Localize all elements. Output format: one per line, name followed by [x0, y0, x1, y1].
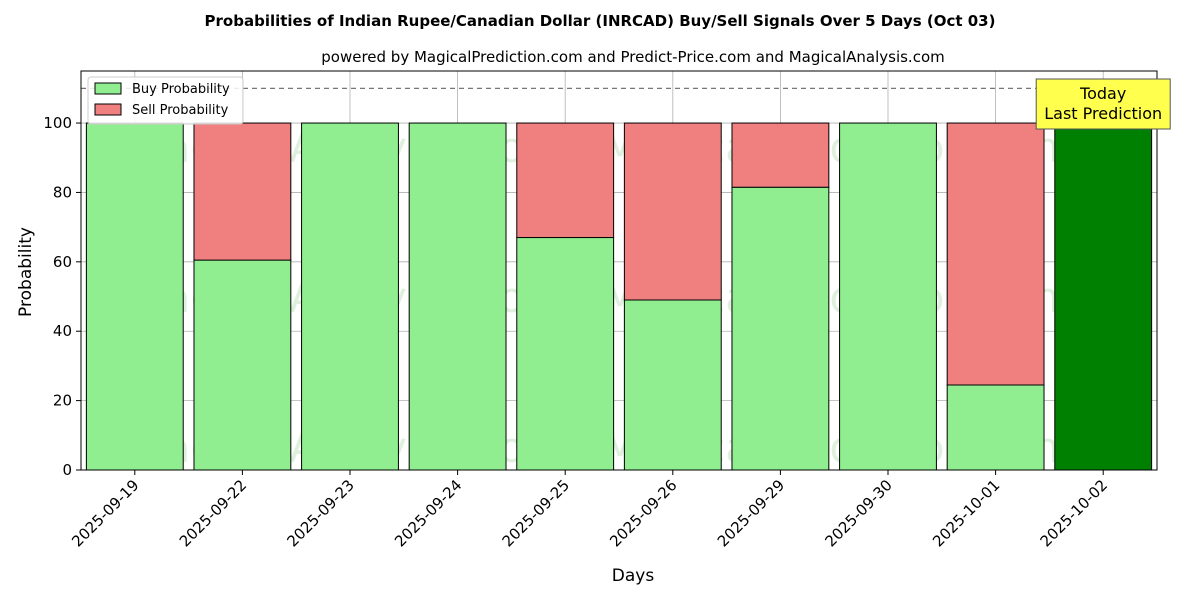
legend-box: [87, 76, 244, 125]
legend-swatch-buy: [94, 82, 122, 95]
bar-buy-2025-10-02: [1054, 122, 1153, 471]
x-tick-label: 2025-09-23: [283, 476, 357, 550]
chart-subtitle: powered by MagicalPrediction.com and Pre…: [321, 48, 945, 66]
x-tick-label: 2025-09-26: [606, 476, 680, 550]
bar-buy-2025-09-19: [85, 122, 184, 471]
bar-buy-2025-09-30: [839, 122, 937, 471]
legend-swatch-sell: [94, 103, 122, 116]
y-axis-label: Probability: [16, 227, 36, 317]
x-tick-label: 2025-09-22: [176, 476, 250, 550]
today-annotation-box: [1035, 78, 1171, 130]
x-tick-label: 2025-10-02: [1037, 476, 1111, 550]
bar-buy-2025-09-24: [408, 122, 507, 471]
x-tick-label: 2025-09-30: [821, 476, 895, 550]
y-tick-label: 0: [62, 461, 72, 479]
x-tick-label: 2025-10-01: [929, 476, 1003, 550]
plot-frame: [80, 70, 1158, 471]
legend-label-buy: Buy Probability: [132, 82, 230, 97]
x-tick-label: 2025-09-29: [714, 476, 788, 550]
y-tick-label: 20: [53, 392, 72, 410]
bar-buy-2025-09-23: [301, 122, 399, 471]
bar-buy-2025-09-22: [193, 259, 292, 471]
x-axis-label: Days: [612, 566, 655, 586]
x-tick-label: 2025-09-25: [499, 476, 573, 550]
bar-sell-2025-09-25: [516, 122, 615, 239]
x-tick-label: 2025-09-19: [68, 476, 142, 550]
today-annotation-label: Today: [1079, 84, 1126, 103]
bar-sell-2025-09-26: [623, 122, 722, 301]
y-tick-label: 40: [53, 322, 72, 340]
legend-label-sell: Sell Probability: [132, 103, 229, 118]
x-tick-label: 2025-09-24: [391, 476, 465, 550]
chart-title: Probabilities of Indian Rupee/Canadian D…: [205, 12, 996, 30]
bar-buy-2025-09-26: [623, 299, 722, 471]
bar-sell-2025-09-29: [731, 122, 830, 188]
legend: Buy Probability Sell Probability: [87, 76, 244, 125]
bar-buy-2025-09-29: [731, 186, 830, 471]
y-tick-label: 100: [43, 114, 72, 132]
last-prediction-label: Last Prediction: [1044, 104, 1162, 123]
bar-sell-2025-09-22: [193, 122, 292, 261]
y-tick-label: 80: [53, 183, 72, 201]
bar-buy-2025-10-01: [946, 384, 1045, 471]
bar-buy-2025-09-25: [516, 237, 615, 471]
y-tick-label: 60: [53, 253, 72, 271]
bar-sell-2025-10-01: [946, 122, 1045, 386]
